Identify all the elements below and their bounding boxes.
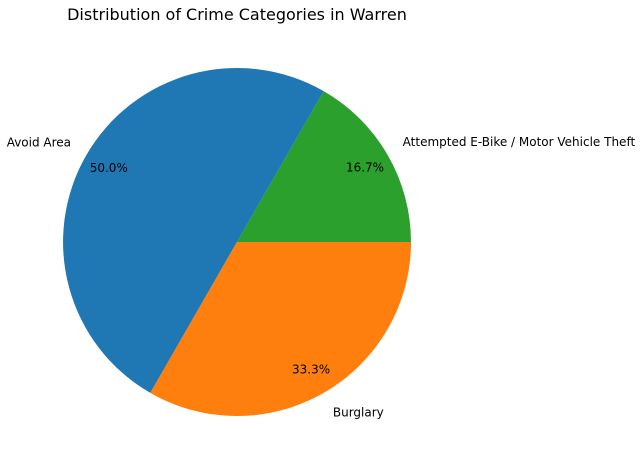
slice-percent-burglary: 33.3%	[292, 363, 330, 377]
slice-percent-attempted-e-bike-motor-vehicle-theft: 16.7%	[346, 160, 384, 174]
pie-slices	[63, 68, 411, 416]
pie-slice-burglary	[150, 242, 411, 416]
slice-label-burglary: Burglary	[333, 405, 384, 419]
slice-percent-avoid-area: 50.0%	[90, 161, 128, 175]
slice-label-avoid-area: Avoid Area	[7, 136, 71, 150]
pie-slice-attempted-e-bike-motor-vehicle-theft	[237, 91, 411, 242]
chart-title: Distribution of Crime Categories in Warr…	[67, 5, 407, 24]
pie-labels: Attempted E-Bike / Motor Vehicle Theft 16…	[7, 135, 636, 419]
pie-slice-avoid-area	[63, 68, 324, 393]
slice-label-attempted-e-bike-motor-vehicle-theft: Attempted E-Bike / Motor Vehicle Theft	[403, 135, 636, 149]
